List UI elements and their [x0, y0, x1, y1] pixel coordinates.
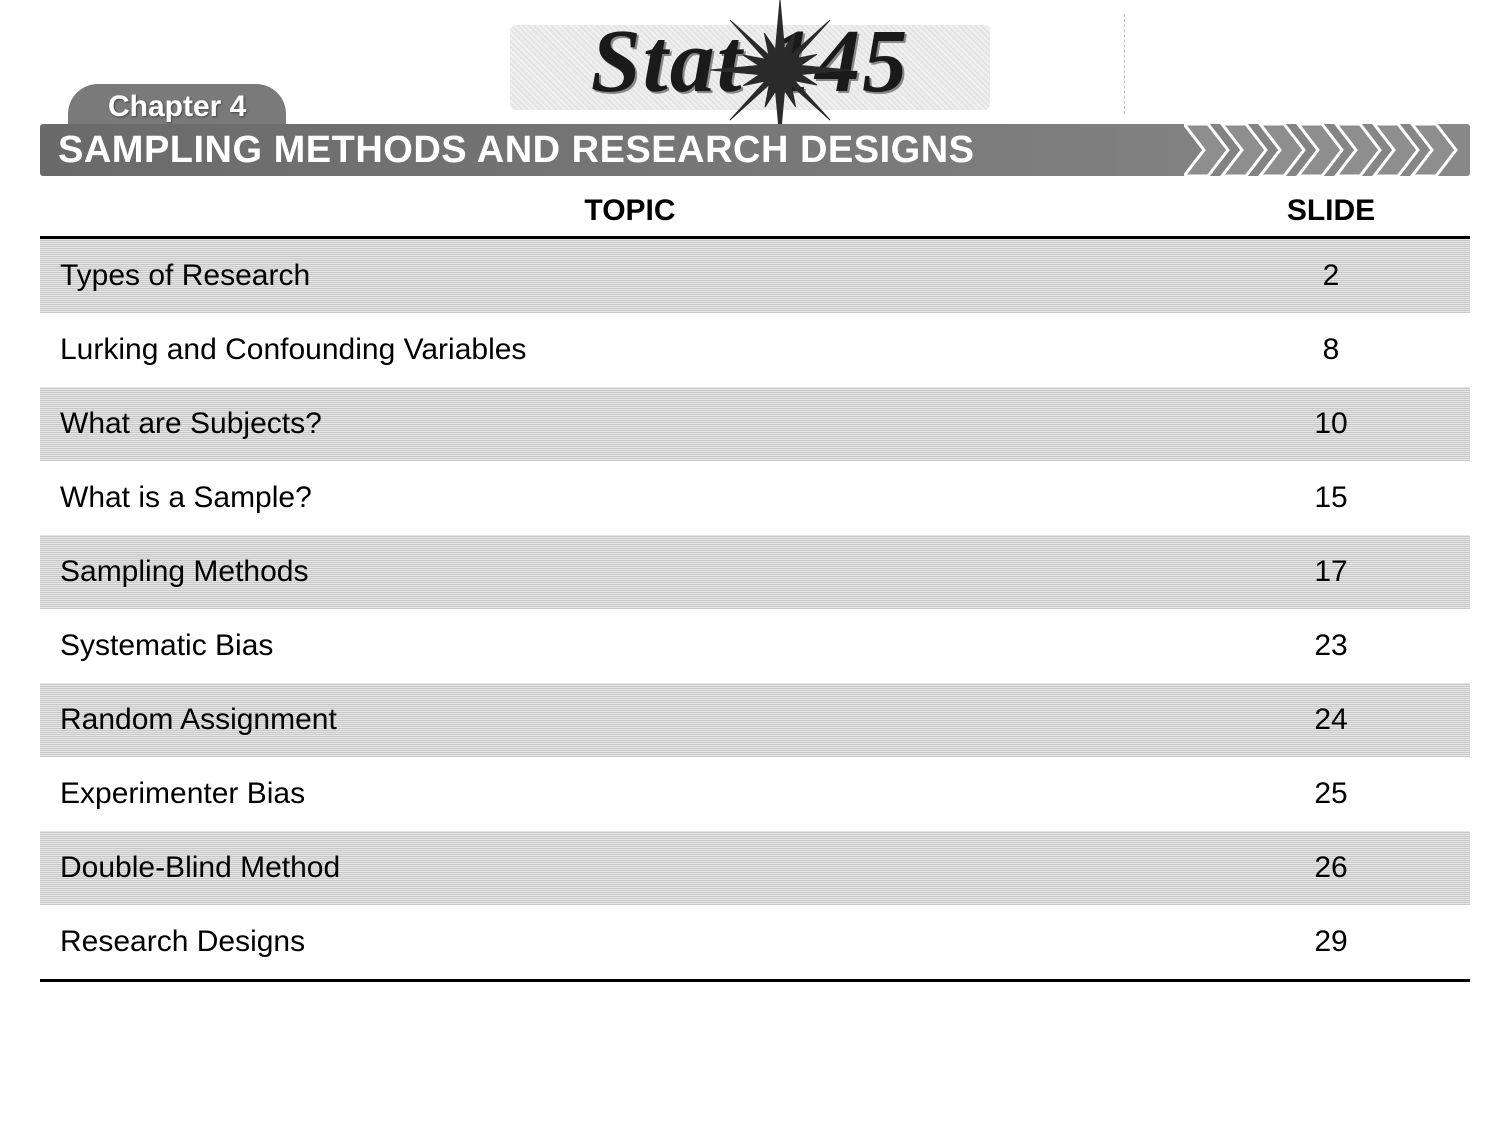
topic-cell: What are Subjects? — [54, 407, 1206, 441]
table-row[interactable]: Random Assignment24 — [40, 683, 1470, 757]
header-slide: SLIDE — [1206, 194, 1456, 228]
table-row[interactable]: What is a Sample?15 — [40, 461, 1470, 535]
slide-number-cell: 25 — [1206, 777, 1456, 811]
topic-cell: Types of Research — [54, 259, 1206, 293]
topic-cell: Research Designs — [54, 925, 1206, 959]
slide-number-cell: 10 — [1206, 407, 1456, 441]
table-row[interactable]: Double-Blind Method26 — [40, 831, 1470, 905]
table-body: Types of Research2Lurking and Confoundin… — [40, 239, 1470, 979]
slide-number-cell: 29 — [1206, 925, 1456, 959]
table-row[interactable]: Experimenter Bias25 — [40, 757, 1470, 831]
starburst-icon — [710, 0, 850, 140]
title-bar: SAMPLING METHODS AND RESEARCH DESIGNS — [40, 124, 1470, 176]
table-row[interactable]: What are Subjects?10 — [40, 387, 1470, 461]
table-bottom-border — [40, 979, 1470, 982]
table-header-row: TOPIC SLIDE — [40, 186, 1470, 239]
topic-cell: What is a Sample? — [54, 481, 1206, 515]
topic-cell: Systematic Bias — [54, 629, 1206, 663]
chevrons-icon — [1184, 124, 1470, 176]
chapter-label: Chapter 4 — [108, 90, 246, 123]
header-topic: TOPIC — [54, 194, 1206, 228]
slide-container: Stat 145 Chapter 4 SAMPLING METHODS AND … — [0, 0, 1500, 1125]
table-row[interactable]: Sampling Methods17 — [40, 535, 1470, 609]
slide-number-cell: 15 — [1206, 481, 1456, 515]
slide-number-cell: 26 — [1206, 851, 1456, 885]
table-row[interactable]: Types of Research2 — [40, 239, 1470, 313]
guide-line — [1124, 14, 1125, 114]
topic-cell: Experimenter Bias — [54, 777, 1206, 811]
slide-title: SAMPLING METHODS AND RESEARCH DESIGNS — [40, 129, 975, 172]
table-row[interactable]: Research Designs29 — [40, 905, 1470, 979]
chevron-group — [1184, 124, 1470, 176]
topic-cell: Double-Blind Method — [54, 851, 1206, 885]
slide-number-cell: 2 — [1206, 259, 1456, 293]
table-row[interactable]: Systematic Bias23 — [40, 609, 1470, 683]
toc-table: TOPIC SLIDE Types of Research2Lurking an… — [40, 186, 1470, 982]
table-row[interactable]: Lurking and Confounding Variables8 — [40, 313, 1470, 387]
slide-number-cell: 17 — [1206, 555, 1456, 589]
slide-number-cell: 23 — [1206, 629, 1456, 663]
slide-number-cell: 24 — [1206, 703, 1456, 737]
topic-cell: Sampling Methods — [54, 555, 1206, 589]
slide-number-cell: 8 — [1206, 333, 1456, 367]
topic-cell: Random Assignment — [54, 703, 1206, 737]
topic-cell: Lurking and Confounding Variables — [54, 333, 1206, 367]
